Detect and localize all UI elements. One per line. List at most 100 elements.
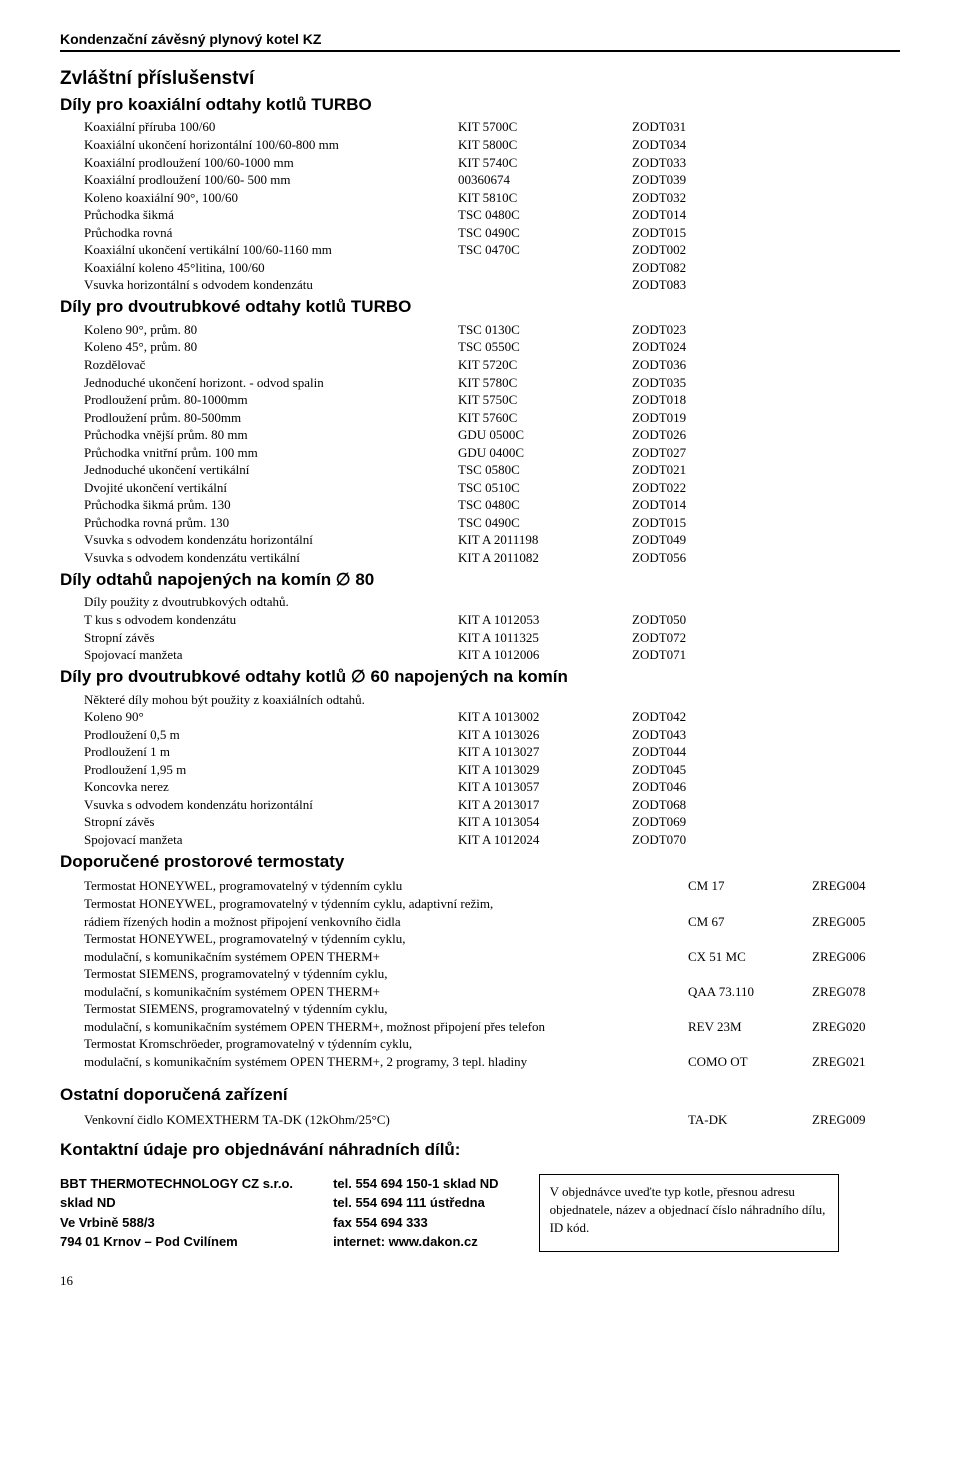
cell-code: TSC 0480C [458, 496, 628, 514]
cell-code: KIT 5720C [458, 356, 628, 374]
contact-line: tel. 554 694 150-1 sklad ND [333, 1174, 499, 1194]
cell-desc: Koleno koaxiální 90°, 100/60 [84, 189, 454, 207]
cell-code: KIT 5760C [458, 409, 628, 427]
cell-code: TSC 0490C [458, 224, 628, 242]
cell-code: KIT A 1013002 [458, 708, 628, 726]
cell-id [812, 930, 912, 948]
table-row: Koaxiální koleno 45°litina, 100/60ZODT08… [84, 259, 900, 277]
table-row: T kus s odvodem kondenzátuKIT A 1012053Z… [84, 611, 900, 629]
cell-id: ZODT083 [632, 276, 752, 294]
table-section-2: Koleno 90°, prům. 80TSC 0130CZODT023Kole… [84, 321, 900, 567]
cell-code: KIT A 1012053 [458, 611, 628, 629]
cell-code [688, 895, 808, 913]
cell-desc: Koleno 45°, prům. 80 [84, 338, 454, 356]
heading-contacts: Kontaktní údaje pro objednávání náhradní… [60, 1139, 900, 1162]
table-row: Vsuvka s odvodem kondenzátu horizontální… [84, 796, 900, 814]
cell-code [458, 276, 628, 294]
cell-id: ZODT015 [632, 224, 752, 242]
cell-desc: Termostat HONEYWEL, programovatelný v tý… [84, 877, 684, 895]
cell-desc: Koaxiální prodloužení 100/60-1000 mm [84, 154, 454, 172]
heading-section-5: Doporučené prostorové termostaty [60, 851, 900, 874]
heading-section-1: Díly pro koaxiální odtahy kotlů TURBO [60, 94, 900, 117]
cell-id: ZODT019 [632, 409, 752, 427]
table-row: RozdělovačKIT 5720CZODT036 [84, 356, 900, 374]
cell-desc: modulační, s komunikačním systémem OPEN … [84, 983, 684, 1001]
cell-id: ZODT032 [632, 189, 752, 207]
cell-code: KIT 5750C [458, 391, 628, 409]
cell-code: KIT A 1011325 [458, 629, 628, 647]
cell-desc: Vsuvka s odvodem kondenzátu vertikální [84, 549, 454, 567]
table-section-6: Venkovní čidlo KOMEXTHERM TA-DK (12kOhm/… [84, 1111, 900, 1129]
table-row: Průchodka šikmáTSC 0480CZODT014 [84, 206, 900, 224]
cell-desc: Prodloužení 0,5 m [84, 726, 454, 744]
table-row: Jednoduché ukončení vertikálníTSC 0580CZ… [84, 461, 900, 479]
cell-desc: modulační, s komunikačním systémem OPEN … [84, 1018, 684, 1036]
table-row: Prodloužení prům. 80-1000mmKIT 5750CZODT… [84, 391, 900, 409]
cell-id: ZODT082 [632, 259, 752, 277]
cell-desc: Koleno 90°, prům. 80 [84, 321, 454, 339]
cell-desc: T kus s odvodem kondenzátu [84, 611, 454, 629]
cell-code: KIT 5740C [458, 154, 628, 172]
contacts-block: BBT THERMOTECHNOLOGY CZ s.r.o.sklad NDVe… [60, 1174, 900, 1252]
table-row: Termostat HONEYWEL, programovatelný v tý… [84, 930, 900, 948]
cell-id: ZODT056 [632, 549, 752, 567]
note-section-4: Některé díly mohou být použity z koaxiál… [84, 691, 900, 709]
table-row: Průchodka vnitřní prům. 100 mmGDU 0400CZ… [84, 444, 900, 462]
cell-desc: modulační, s komunikačním systémem OPEN … [84, 948, 684, 966]
cell-id: ZODT044 [632, 743, 752, 761]
cell-code: KIT A 1013057 [458, 778, 628, 796]
table-row: Koaxiální ukončení vertikální 100/60-116… [84, 241, 900, 259]
cell-desc: Termostat HONEYWEL, programovatelný v tý… [84, 895, 684, 913]
contact-line: fax 554 694 333 [333, 1213, 499, 1233]
contact-line: BBT THERMOTECHNOLOGY CZ s.r.o. [60, 1174, 293, 1194]
cell-desc: Průchodka šikmá prům. 130 [84, 496, 454, 514]
table-row: Koleno 90°KIT A 1013002ZODT042 [84, 708, 900, 726]
cell-id: ZODT024 [632, 338, 752, 356]
cell-code: REV 23M [688, 1018, 808, 1036]
cell-id: ZODT039 [632, 171, 752, 189]
table-row: Koaxiální prodloužení 100/60-1000 mmKIT … [84, 154, 900, 172]
table-section-1: Koaxiální příruba 100/60KIT 5700CZODT031… [84, 118, 900, 293]
cell-code: GDU 0500C [458, 426, 628, 444]
table-row: Termostat Kromschröeder, programovatelný… [84, 1035, 900, 1053]
cell-id [812, 1035, 912, 1053]
cell-id: ZODT002 [632, 241, 752, 259]
table-row: Prodloužení 0,5 mKIT A 1013026ZODT043 [84, 726, 900, 744]
order-note-box: V objednávce uveďte typ kotle, přesnou a… [539, 1174, 839, 1252]
cell-desc: Termostat Kromschröeder, programovatelný… [84, 1035, 684, 1053]
cell-desc: Vsuvka horizontální s odvodem kondenzátu [84, 276, 454, 294]
cell-id: ZREG020 [812, 1018, 912, 1036]
cell-desc: Prodloužení 1 m [84, 743, 454, 761]
cell-id: ZODT023 [632, 321, 752, 339]
cell-id: ZODT014 [632, 496, 752, 514]
cell-id: ZODT045 [632, 761, 752, 779]
cell-id: ZREG078 [812, 983, 912, 1001]
cell-id: ZREG006 [812, 948, 912, 966]
cell-desc: Průchodka šikmá [84, 206, 454, 224]
cell-desc: Jednoduché ukončení vertikální [84, 461, 454, 479]
cell-id: ZREG021 [812, 1053, 912, 1071]
note-section-3: Díly použity z dvoutrubkových odtahů. [84, 593, 900, 611]
cell-id [812, 895, 912, 913]
table-row: rádiem řízených hodin a možnost připojen… [84, 913, 900, 931]
cell-desc: Koaxiální prodloužení 100/60- 500 mm [84, 171, 454, 189]
cell-code: TSC 0550C [458, 338, 628, 356]
cell-desc: Rozdělovač [84, 356, 454, 374]
heading-section-6: Ostatní doporučená zařízení [60, 1084, 900, 1107]
table-row: Koncovka nerezKIT A 1013057ZODT046 [84, 778, 900, 796]
cell-code [688, 965, 808, 983]
heading-section-2: Díly pro dvoutrubkové odtahy kotlů TURBO [60, 296, 900, 319]
cell-code: CM 67 [688, 913, 808, 931]
table-section-4: Koleno 90°KIT A 1013002ZODT042Prodloužen… [84, 708, 900, 848]
table-row: Venkovní čidlo KOMEXTHERM TA-DK (12kOhm/… [84, 1111, 900, 1129]
cell-id: ZODT072 [632, 629, 752, 647]
cell-desc: Prodloužení prům. 80-500mm [84, 409, 454, 427]
cell-desc: Termostat SIEMENS, programovatelný v týd… [84, 965, 684, 983]
cell-id: ZODT069 [632, 813, 752, 831]
cell-code: KIT A 1013029 [458, 761, 628, 779]
cell-desc: Průchodka vnější prům. 80 mm [84, 426, 454, 444]
cell-code: TA-DK [688, 1111, 808, 1129]
heading-main: Zvláštní příslušenství [60, 66, 900, 92]
contact-line: Ve Vrbině 588/3 [60, 1213, 293, 1233]
cell-id: ZODT068 [632, 796, 752, 814]
